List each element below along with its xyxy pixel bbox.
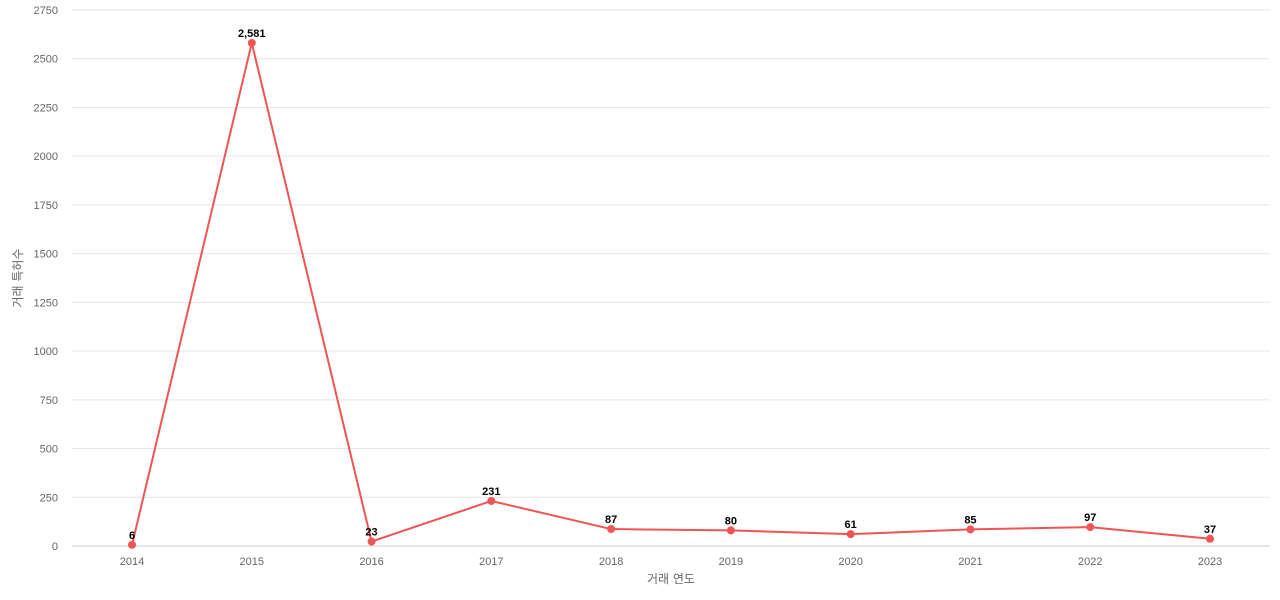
x-tick-label: 2016 [359, 556, 383, 568]
x-tick-label: 2018 [599, 556, 623, 568]
x-tick-label: 2021 [958, 556, 982, 568]
data-point[interactable] [966, 525, 975, 534]
y-tick-label: 2250 [34, 102, 58, 114]
x-tick-label: 2022 [1078, 556, 1102, 568]
data-labels: 6 2,581 23 231 87 80 61 85 97 37 [129, 28, 1216, 542]
data-point[interactable] [487, 496, 496, 505]
data-label: 6 [129, 530, 135, 542]
y-tick-label: 1500 [34, 249, 58, 261]
data-label: 23 [365, 527, 377, 539]
series-layer [128, 38, 1214, 549]
data-point[interactable] [1086, 523, 1095, 532]
grid-lines [72, 9, 1270, 547]
y-tick-label: 2500 [34, 54, 58, 66]
y-tick-label: 0 [52, 541, 58, 553]
x-tick-label: 2017 [479, 556, 503, 568]
x-tick-label: 2020 [838, 556, 862, 568]
y-axis-title: 거래 특허수 [11, 248, 25, 307]
y-tick-label: 1000 [34, 346, 58, 358]
data-point[interactable] [607, 525, 616, 534]
data-point[interactable] [846, 530, 855, 539]
data-label: 37 [1204, 524, 1216, 536]
data-point[interactable] [128, 540, 136, 549]
x-tick-label: 2014 [120, 556, 144, 568]
data-label: 61 [845, 519, 857, 531]
y-tick-label: 2000 [34, 151, 58, 163]
y-tick-label: 1750 [34, 200, 58, 212]
y-tick-label: 1250 [34, 297, 58, 309]
data-label: 2,581 [238, 28, 266, 40]
data-point[interactable] [247, 38, 256, 47]
y-tick-label: 750 [40, 395, 58, 407]
x-tick-label: 2015 [240, 556, 264, 568]
data-point[interactable] [726, 526, 735, 535]
data-point[interactable] [367, 537, 376, 546]
series-line [131, 41, 1211, 546]
y-tick-label: 250 [40, 492, 58, 504]
x-axis-ticks: 2014 2015 2016 2017 2018 2019 2020 2021 2022 2023 [120, 556, 1222, 568]
y-tick-label: 2750 [34, 5, 58, 17]
y-tick-label: 500 [40, 444, 58, 456]
y-axis-ticks: 0 250 500 750 1000 1250 1500 1750 2000 2250 2500 27… [34, 5, 58, 553]
x-tick-label: 2019 [719, 556, 743, 568]
x-tick-label: 2023 [1198, 556, 1222, 568]
data-label: 87 [605, 514, 617, 526]
data-label: 231 [482, 486, 500, 498]
data-label: 85 [964, 514, 976, 526]
data-point[interactable] [1206, 534, 1214, 543]
data-label: 97 [1084, 512, 1096, 524]
data-label: 80 [725, 515, 737, 527]
x-axis-title: 거래 연도 [647, 572, 695, 586]
